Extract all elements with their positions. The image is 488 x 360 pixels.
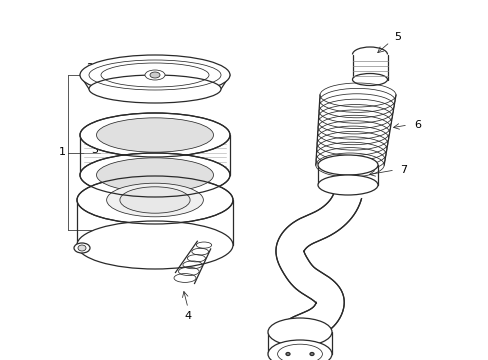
Text: 7: 7 xyxy=(400,165,407,175)
Ellipse shape xyxy=(89,75,221,103)
Ellipse shape xyxy=(120,187,190,213)
Ellipse shape xyxy=(309,352,313,355)
Ellipse shape xyxy=(96,118,213,152)
Polygon shape xyxy=(275,191,361,344)
Text: 2: 2 xyxy=(86,63,93,73)
Text: 4: 4 xyxy=(184,311,191,321)
Text: 3: 3 xyxy=(91,145,98,155)
Ellipse shape xyxy=(77,221,232,269)
Text: 6: 6 xyxy=(414,120,421,130)
Ellipse shape xyxy=(96,158,213,192)
Text: 1: 1 xyxy=(59,148,65,157)
Ellipse shape xyxy=(106,183,203,217)
Ellipse shape xyxy=(317,155,377,175)
Ellipse shape xyxy=(267,340,331,360)
Ellipse shape xyxy=(352,73,386,85)
Ellipse shape xyxy=(74,243,90,253)
Text: 5: 5 xyxy=(394,32,401,42)
Ellipse shape xyxy=(80,153,229,197)
Ellipse shape xyxy=(150,72,160,78)
Ellipse shape xyxy=(77,176,232,224)
Ellipse shape xyxy=(80,55,229,95)
Ellipse shape xyxy=(267,318,331,346)
Ellipse shape xyxy=(80,113,229,157)
Ellipse shape xyxy=(78,245,86,251)
Ellipse shape xyxy=(285,352,289,355)
Ellipse shape xyxy=(145,70,164,80)
Ellipse shape xyxy=(317,175,377,195)
